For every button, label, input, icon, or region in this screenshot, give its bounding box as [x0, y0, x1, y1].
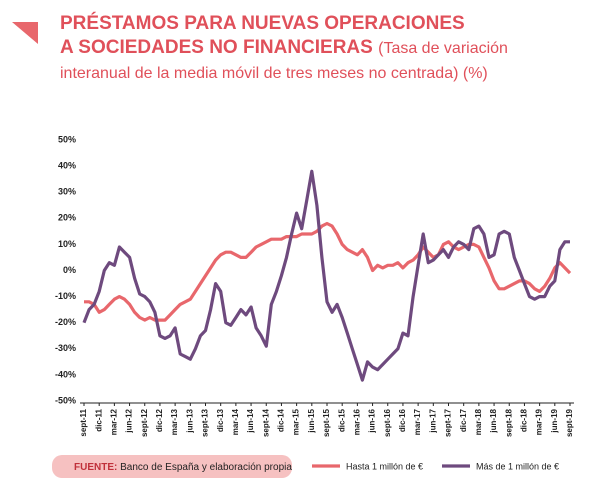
- x-tick-label: mar-19: [535, 408, 544, 435]
- corner-icon: [12, 22, 38, 44]
- x-tick-label: mar-17: [413, 408, 422, 435]
- y-tick-label: -40%: [55, 369, 76, 379]
- x-tick-label: sept-13: [201, 408, 210, 437]
- x-tick-label: dic-16: [398, 408, 407, 432]
- title-line: A SOCIEDADES NO FINANCIERAS: [60, 37, 373, 58]
- x-tick-label: sept-17: [444, 408, 453, 437]
- x-tick-label: mar-14: [231, 408, 240, 435]
- x-tick-label: mar-13: [170, 408, 179, 435]
- y-tick-label: -10%: [55, 291, 76, 301]
- x-tick-label: sept-16: [383, 408, 392, 437]
- x-tick-label: dic-13: [216, 408, 225, 432]
- x-tick-label: dic-15: [337, 408, 346, 432]
- y-tick-label: 40%: [58, 160, 76, 170]
- x-tick-label: dic-17: [459, 408, 468, 432]
- legend-label: Más de 1 millón de €: [476, 461, 559, 471]
- x-tick-label: sept-11: [79, 408, 88, 436]
- x-tick-label: jun-14: [246, 408, 255, 433]
- title-line: PRÉSTAMOS PARA NUEVAS OPERACIONES: [60, 13, 465, 34]
- x-tick-label: dic-14: [277, 408, 286, 432]
- y-tick-label: 0%: [63, 265, 76, 275]
- x-tick-label: dic-18: [520, 408, 529, 432]
- x-tick-label: dic-11: [94, 408, 103, 431]
- legend-label: Hasta 1 millón de €: [346, 461, 423, 471]
- header: PRÉSTAMOS PARA NUEVAS OPERACIONES A SOCIE…: [60, 12, 580, 86]
- y-tick-label: -50%: [55, 395, 76, 405]
- x-tick-label: sept-14: [261, 408, 270, 437]
- subtitle: (Tasa de variación interanual de la medi…: [60, 40, 508, 82]
- x-tick-label: sept-19: [565, 408, 574, 437]
- source-label-bold: FUENTE:: [74, 462, 117, 473]
- y-tick-label: 30%: [58, 187, 76, 197]
- x-tick-label: jun-12: [125, 408, 134, 433]
- x-tick-label: jun-18: [489, 408, 498, 433]
- x-tick-label: mar-16: [352, 408, 361, 435]
- x-tick-label: jun-13: [185, 408, 194, 433]
- x-tick-label: dic-12: [155, 408, 164, 432]
- source-box: [52, 455, 292, 478]
- series-line: [82, 169, 570, 382]
- y-tick-label: -20%: [55, 317, 76, 327]
- x-tick-label: jun-16: [368, 408, 377, 433]
- x-tick-label: jun-17: [428, 408, 437, 433]
- y-tick-label: -30%: [55, 343, 76, 353]
- x-tick-label: mar-15: [292, 408, 301, 435]
- source-text: Banco de España y elaboración propia: [120, 462, 292, 473]
- x-tick-label: sept-18: [504, 408, 513, 437]
- x-tick-label: jun-15: [307, 408, 316, 433]
- x-tick-label: mar-18: [474, 408, 483, 435]
- source-label: FUENTE: Banco de España y elaboración pr…: [74, 462, 292, 473]
- x-tick-label: mar-12: [109, 408, 118, 435]
- series-line: [84, 221, 572, 322]
- x-tick-label: jun-19: [550, 408, 559, 433]
- y-tick-label: 20%: [58, 213, 76, 223]
- y-tick-label: 10%: [58, 239, 76, 249]
- x-tick-label: sept-12: [140, 408, 149, 437]
- y-tick-label: 50%: [58, 134, 76, 144]
- x-tick-label: sept-15: [322, 408, 331, 437]
